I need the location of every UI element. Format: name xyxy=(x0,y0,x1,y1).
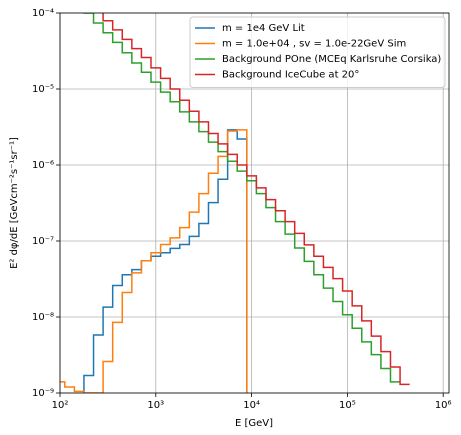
legend-label: m = 1e4 GeV Lit xyxy=(222,23,305,34)
y-axis-label: E² dφ/dE [GeVcm⁻²s⁻¹sr⁻¹] xyxy=(9,137,20,269)
plot-frame xyxy=(59,12,450,394)
x-tick-label: 10⁴ xyxy=(243,400,260,411)
x-axis-label: E [GeV] xyxy=(235,418,273,429)
x-tick-label: 10³ xyxy=(147,400,164,411)
step-line xyxy=(60,129,248,393)
legend-label: Background IceCube at 20° xyxy=(222,70,359,81)
y-tick-label: 10⁻⁵ xyxy=(32,84,54,95)
y-tick-label: 10⁻⁶ xyxy=(32,160,54,171)
legend-label: m = 1.0e+04 , sv = 1.0e-22GeV Sim xyxy=(222,39,406,50)
step-line xyxy=(83,129,248,393)
step-line xyxy=(102,13,410,386)
legend-label: Background POne (MCEq Karlsruhe Corsika) xyxy=(222,54,441,65)
y-tick-label: 10⁻⁹ xyxy=(32,388,54,399)
step-line xyxy=(83,13,401,383)
y-tick-label: 10⁻⁸ xyxy=(32,312,54,323)
x-tick-label: 10⁵ xyxy=(339,400,356,411)
y-tick-label: 10⁻⁷ xyxy=(32,236,54,247)
legend-box xyxy=(189,16,446,88)
x-tick-label: 10⁶ xyxy=(435,400,452,411)
x-tick-label: 10² xyxy=(52,400,69,411)
y-tick-label: 10⁻⁴ xyxy=(32,8,54,19)
